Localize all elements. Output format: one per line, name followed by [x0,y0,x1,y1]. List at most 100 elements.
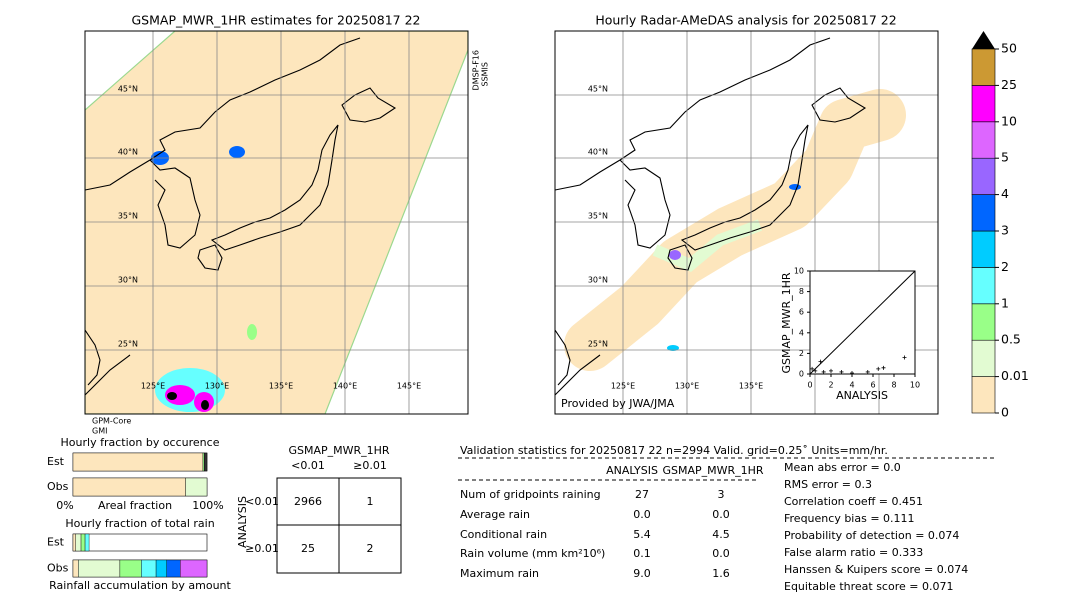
stat-value: 0.0 [633,508,651,521]
stat-value: 0.1 [633,547,651,560]
row-label: Est [47,536,65,549]
stat-label: Conditional rain [460,528,547,541]
point [850,370,854,375]
point [829,368,833,373]
bar-segment [166,559,181,578]
column-header: <0.01 [291,459,325,472]
row-label: Obs [47,562,69,575]
colorbar-label: 0.01 [1001,368,1029,383]
x-tick-label: 0% [56,499,73,512]
panel-title: Hourly fraction by occurence [61,436,220,449]
panel-title: Hourly fraction of total rain [65,517,214,530]
sensor-label: GMI [92,427,107,436]
bar-segment [78,559,121,578]
rain-cell [247,324,257,340]
x-tick-label: 2 [828,381,833,390]
rain-cell [229,146,245,158]
y-tick-label: 6 [799,308,804,317]
stat-value: 0.0 [712,508,730,521]
point [818,359,823,364]
column-header: ≥0.01 [353,459,387,472]
x-tick-label: 8 [891,381,896,390]
lat-label: 35°N [118,212,138,221]
lon-label: 145°E [397,382,421,391]
rain-cell [201,400,209,410]
y-tick-label: 8 [799,287,804,296]
point [810,366,815,371]
analysis-area [564,89,906,371]
stat-value: 9.0 [633,567,651,580]
axis-label: Areal fraction [98,499,172,512]
lon-label: 135°E [269,382,293,391]
lat-label: 30°N [118,276,138,285]
lon-label: 125°E [611,382,635,391]
point [865,369,870,374]
bar-segment [119,559,142,578]
satellite-label: DMSP-F16 [472,50,481,90]
stat-label: Average rain [460,508,530,521]
bar-segment [204,452,208,472]
sensor-label: GPM-Core [92,417,131,426]
bar-segment [72,452,204,472]
x-tick-label: 4 [849,381,854,390]
colorbar-label: 3 [1001,223,1009,238]
colorbar-label: 0.5 [1001,332,1021,347]
column-header: ANALYSIS [606,464,658,477]
colorbar-label: 1 [1001,295,1009,310]
rain-cell [669,250,681,260]
inset-scatter: 0 2 4 6 8 10 0 2 4 6 8 10 [794,267,920,390]
lon-label: 125°E [141,382,165,391]
validation-header: Validation statistics for 20250817 22 n=… [460,444,888,457]
colorbar-box [971,339,996,377]
lon-label: 140°E [333,382,357,391]
stat-label: Rain volume (mm km²10⁶) [460,547,605,560]
credit: Provided by JWA/JMA [561,397,675,410]
colorbar-box [971,85,996,123]
graticule: 45°N 40°N 35°N 30°N 25°N 125°E 130°E 135°E 140°E… [85,31,468,414]
bar-segment [155,559,168,578]
contingency-title: GSMAP_MWR_1HR [288,444,389,457]
point [821,369,826,374]
stat-value: 4.5 [712,528,730,541]
colorbar-label: 25 [1001,77,1017,92]
right-map: 45°N 40°N 35°N 30°N 25°N 125°E 130°E 135°E [555,31,938,414]
point [813,368,818,373]
colorbar-label: 4 [1001,186,1009,201]
y-tick-label: 4 [799,328,804,337]
colorbar-box [971,267,996,305]
lat-label: 45°N [588,85,608,94]
row-label: Est [47,455,65,468]
bar-segment [72,559,79,578]
stat-value: 3 [718,488,725,501]
table-cell: 25 [301,542,315,555]
colorbar-box [971,303,996,341]
left-map-title: GSMAP_MWR_1HR estimates for 20250817 22 [132,13,421,28]
bar-segment [75,533,82,552]
lon-label: 130°E [205,382,229,391]
stat-value: 0.0 [712,547,730,560]
score: Correlation coeff = 0.451 [784,495,923,508]
x-tick-label: 6 [870,381,875,390]
lat-label: 40°N [588,148,608,157]
left-map: 45°N 40°N 35°N 30°N 25°N 125°E 130°E 135°E 140°E… [85,31,468,414]
y-tick-label: 2 [799,349,804,358]
colorbar-label: 0 [1001,405,1009,420]
y-axis-label: GSMAP_MWR_1HR [780,272,793,373]
column-header: GSMAP_MWR_1HR [662,464,763,477]
stat-value: 1.6 [712,567,730,580]
row-header: <0.01 [245,495,279,508]
colorbar-label: 2 [1001,259,1009,274]
point [876,366,881,371]
point [881,365,886,370]
stat-label: Maximum rain [460,567,539,580]
colorbar-box [971,230,996,268]
right-map-title: Hourly Radar-AMeDAS analysis for 2025081… [595,13,896,28]
lon-label: 130°E [675,382,699,391]
table-cell: 1 [367,495,374,508]
bar-frame [72,533,208,552]
axis-label: Rainfall accumulation by amount [49,579,231,592]
colorbar-label: 50 [1001,41,1017,56]
lat-label: 25°N [118,340,138,349]
colorbar-box [971,194,996,232]
